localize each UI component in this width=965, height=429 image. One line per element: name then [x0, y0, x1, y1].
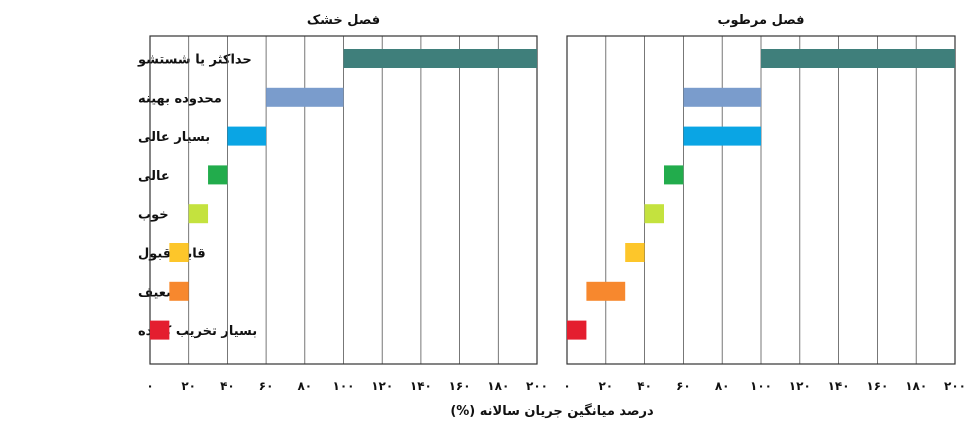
x-tick-label: ۱۶۰ [866, 379, 888, 393]
category-label: خوب [138, 208, 169, 223]
x-tick-label: ۰ [146, 379, 153, 393]
x-tick-label: ۶۰ [259, 379, 274, 393]
bar [567, 320, 587, 340]
x-tick-label: ۱۸۰ [487, 379, 509, 393]
category-label: حداکثر یا شستشو [137, 53, 252, 68]
x-tick-label: ۱۶۰ [449, 379, 471, 393]
panel-title: فصل مرطوب [717, 13, 804, 28]
bar [644, 204, 664, 224]
bar [169, 281, 189, 301]
x-tick-label: ۱۴۰ [828, 379, 850, 393]
x-tick-label: ۲۰ [181, 379, 196, 393]
panel-wet-season: فصل مرطوب ۰ ۲۰ ۴۰ ۶۰ ۸۰ ۱۰۰ ۱۲۰ ۱۴۰ ۱۶۰ ۱۸۰ ۲۰۰ [563, 13, 965, 393]
x-tick-label: ۲۰۰ [526, 379, 548, 393]
bar [586, 281, 626, 301]
x-tick-label: ۴۰ [220, 379, 235, 393]
bar [683, 126, 761, 146]
bar [761, 49, 955, 68]
bar [664, 165, 684, 185]
x-tick-label: ۱۲۰ [789, 379, 811, 393]
x-tick-label: ۱۰۰ [750, 379, 772, 393]
bar [188, 204, 209, 224]
panel-dry-season: فصل خشک ۰ ۲۰ ۴۰ ۶۰ ۸۰ ۱۰۰ ۱۲۰ ۱۴۰ ۱۶۰ ۱۸۰ ۲۰۰ [146, 13, 548, 393]
category-label: عالی [138, 169, 170, 184]
category-label: محدوده بهینه [138, 91, 222, 106]
bar [683, 87, 761, 107]
panel-title: فصل خشک [307, 13, 380, 28]
category-label: ضعیف [138, 285, 179, 300]
category-labels: حداکثر یا شستشو محدوده بهینه بسیار عالی عال… [137, 53, 257, 340]
x-tick-label: ۰ [563, 379, 570, 393]
x-tick-label: ۴۰ [637, 379, 652, 393]
x-tick-label: ۸۰ [297, 379, 312, 393]
x-tick-label: ۲۰ [598, 379, 613, 393]
bar [625, 243, 645, 262]
plot-frame [149, 35, 538, 365]
x-tick-label: ۱۰۰ [333, 379, 355, 393]
bar [343, 49, 537, 68]
bar [169, 243, 189, 262]
x-tick-label: ۲۰۰ [944, 379, 965, 393]
x-tick-label: ۱۸۰ [905, 379, 927, 393]
x-tick-label: ۸۰ [715, 379, 730, 393]
x-axis-label: درصد میانگین جریان سالانه (%) [450, 403, 654, 419]
plot-frame [566, 35, 956, 365]
x-tick-label: ۶۰ [676, 379, 691, 393]
category-label: بسیار عالی [138, 130, 210, 145]
x-tick-label: ۱۴۰ [410, 379, 432, 393]
bar [150, 320, 170, 340]
bar [208, 165, 228, 185]
x-tick-label: ۱۲۰ [371, 379, 393, 393]
bar [227, 126, 267, 146]
bar [266, 87, 344, 107]
